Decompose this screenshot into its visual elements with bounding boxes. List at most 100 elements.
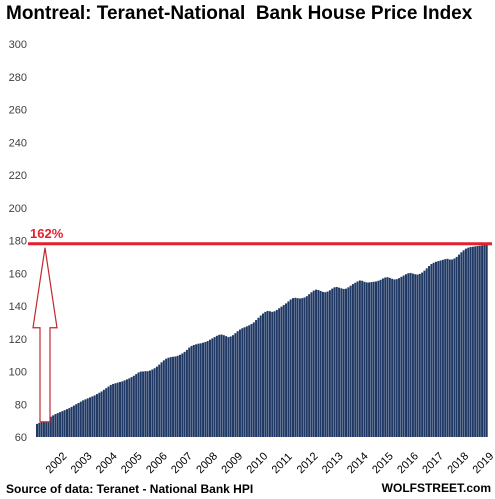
bar xyxy=(93,395,96,437)
bar xyxy=(232,335,235,437)
bar xyxy=(485,244,488,437)
bar xyxy=(349,285,352,437)
bar xyxy=(428,266,431,437)
bar xyxy=(467,247,470,437)
bar xyxy=(294,297,297,437)
x-tick-label: 2019 xyxy=(471,450,495,476)
bar xyxy=(63,410,66,437)
bar xyxy=(483,244,486,437)
bar xyxy=(268,311,271,437)
x-tick-label: 2017 xyxy=(420,450,446,476)
bar xyxy=(404,274,407,437)
bar xyxy=(105,388,108,437)
bar xyxy=(128,378,131,437)
bar xyxy=(411,273,414,437)
bar xyxy=(342,288,345,437)
y-tick-label: 80 xyxy=(15,399,27,411)
bar xyxy=(335,287,338,437)
bar xyxy=(262,313,265,437)
bar xyxy=(395,279,398,437)
bar xyxy=(174,356,177,437)
bar xyxy=(324,292,327,437)
bar xyxy=(259,315,262,437)
y-tick-label: 180 xyxy=(9,236,27,248)
bar xyxy=(363,281,366,437)
bar xyxy=(460,252,463,437)
bar xyxy=(98,392,101,437)
x-tick-label: 2003 xyxy=(69,450,95,476)
bar xyxy=(121,381,124,437)
bar xyxy=(107,386,110,437)
chart-title: Montreal: Teranet-National Bank House Pr… xyxy=(6,3,473,24)
bar xyxy=(287,301,290,437)
bar xyxy=(206,341,209,437)
x-tick-label: 2006 xyxy=(144,450,170,476)
growth-annotation: 162% xyxy=(30,226,64,241)
bar xyxy=(167,357,170,437)
bar xyxy=(238,329,241,437)
bar xyxy=(47,418,50,437)
bar xyxy=(384,277,387,437)
bar xyxy=(116,382,119,437)
bar xyxy=(476,246,479,437)
bar xyxy=(192,344,195,437)
bar xyxy=(444,259,447,437)
bar xyxy=(52,415,55,437)
bar xyxy=(275,309,278,437)
bar xyxy=(398,278,401,437)
bar xyxy=(317,289,320,437)
y-tick-label: 160 xyxy=(9,268,27,280)
x-tick-label: 2014 xyxy=(345,450,371,476)
bar xyxy=(195,344,198,437)
y-tick-label: 140 xyxy=(9,301,27,313)
source-note: Source of data: Teranet - National Bank … xyxy=(6,482,254,496)
bar xyxy=(137,372,140,437)
bar xyxy=(416,274,419,437)
bar xyxy=(169,357,172,437)
bar xyxy=(370,282,373,437)
y-tick-label: 280 xyxy=(9,72,27,84)
bar xyxy=(49,416,52,437)
bar xyxy=(386,277,389,437)
y-tick-label: 220 xyxy=(9,170,27,182)
x-tick-label: 2008 xyxy=(194,450,220,476)
bar xyxy=(125,379,128,437)
bar xyxy=(441,259,444,437)
y-tick-label: 300 xyxy=(9,39,27,51)
bar xyxy=(400,276,403,437)
bar xyxy=(418,273,421,437)
bar xyxy=(220,334,223,437)
bar xyxy=(234,333,237,437)
bar xyxy=(282,305,285,437)
bar xyxy=(361,280,364,437)
bar xyxy=(86,398,89,437)
bar xyxy=(340,288,343,437)
bar xyxy=(345,288,348,437)
x-tick-label: 2004 xyxy=(94,450,120,476)
bar xyxy=(139,371,142,437)
bar xyxy=(291,298,294,437)
bar xyxy=(455,256,458,438)
y-tick-label: 100 xyxy=(9,367,27,379)
bar xyxy=(45,419,48,437)
y-tick-label: 240 xyxy=(9,137,27,149)
bar xyxy=(271,311,274,437)
bar xyxy=(474,246,477,437)
bar xyxy=(312,290,315,437)
bar xyxy=(280,306,283,437)
bar xyxy=(432,262,435,437)
bar xyxy=(402,275,405,437)
bar xyxy=(430,264,433,437)
bar xyxy=(165,358,168,437)
bar xyxy=(347,287,350,437)
bar xyxy=(229,336,232,437)
bar xyxy=(215,335,218,437)
bar xyxy=(123,380,126,437)
annotation-layer: 162% xyxy=(28,226,492,423)
bar xyxy=(153,368,156,437)
bar xyxy=(464,248,467,437)
bar xyxy=(149,370,152,437)
bar xyxy=(319,290,322,437)
bar xyxy=(82,400,85,437)
